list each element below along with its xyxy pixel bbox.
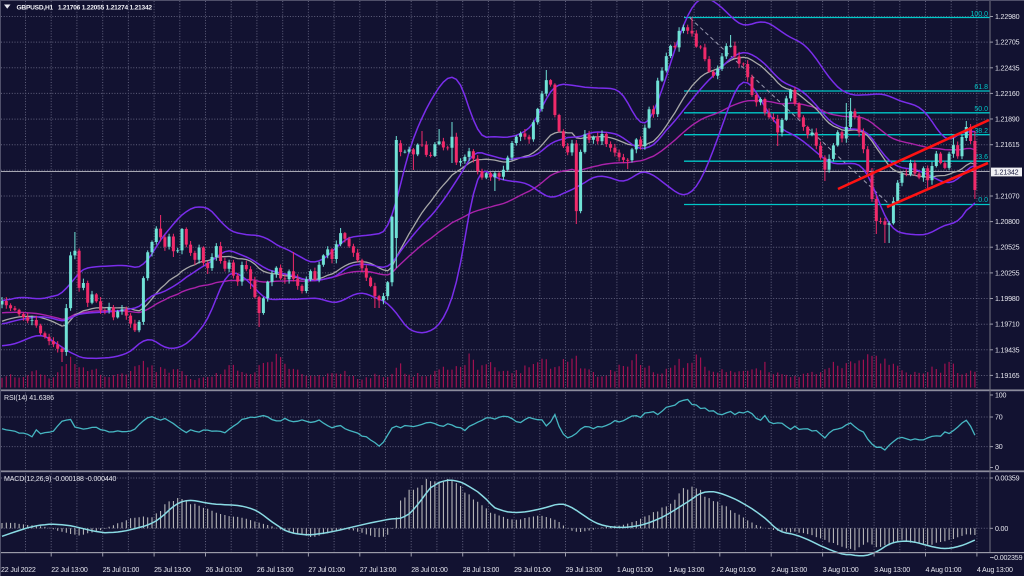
svg-text:1.19165: 1.19165 [995, 372, 1020, 380]
svg-text:1.22705: 1.22705 [995, 39, 1020, 47]
svg-text:27 Jul 01:00: 27 Jul 01:00 [308, 566, 345, 574]
svg-text:38.2: 38.2 [974, 128, 988, 135]
svg-text:-0.002359: -0.002359 [992, 554, 1023, 562]
svg-text:1.22160: 1.22160 [995, 90, 1020, 98]
svg-text:MACD(12,26,9) -0.000188 -0.000: MACD(12,26,9) -0.000188 -0.000440 [4, 476, 116, 483]
svg-text:1.21890: 1.21890 [995, 116, 1020, 124]
svg-text:RSI(14) 41.6386: RSI(14) 41.6386 [4, 395, 54, 402]
svg-text:22 Jul 2022: 22 Jul 2022 [1, 566, 36, 574]
svg-text:22 Jul 13:00: 22 Jul 13:00 [51, 566, 88, 574]
svg-text:1.20255: 1.20255 [995, 269, 1020, 277]
svg-text:1.21342: 1.21342 [994, 168, 1019, 176]
svg-text:26 Jul 01:00: 26 Jul 01:00 [206, 566, 243, 574]
svg-text:2 Aug 01:00: 2 Aug 01:00 [720, 566, 756, 574]
svg-text:28 Jul 01:00: 28 Jul 01:00 [411, 566, 448, 574]
svg-text:1 Aug 01:00: 1 Aug 01:00 [617, 566, 653, 574]
svg-text:1.22980: 1.22980 [995, 13, 1020, 21]
svg-text:30: 30 [995, 443, 1003, 451]
svg-text:1.21615: 1.21615 [995, 141, 1020, 149]
svg-text:28 Jul 13:00: 28 Jul 13:00 [463, 566, 500, 574]
svg-text:1.22435: 1.22435 [995, 64, 1020, 72]
svg-text:3 Aug 01:00: 3 Aug 01:00 [823, 566, 859, 574]
svg-text:0: 0 [995, 464, 999, 472]
svg-text:25 Jul 13:00: 25 Jul 13:00 [154, 566, 191, 574]
svg-text:1.19435: 1.19435 [995, 346, 1020, 354]
svg-text:23.6: 23.6 [974, 154, 988, 161]
svg-text:0.00359: 0.00359 [995, 475, 1020, 483]
svg-text:100: 100 [995, 392, 1007, 400]
svg-text:1.21070: 1.21070 [995, 193, 1020, 201]
svg-text:GBPUSD,H1 1.21706 1.22055 1.: GBPUSD,H1 1.21706 1.22055 1.21274 1.2134… [17, 5, 153, 12]
svg-text:100.0: 100.0 [970, 11, 988, 18]
svg-text:27 Jul 13:00: 27 Jul 13:00 [360, 566, 397, 574]
svg-text:1.20525: 1.20525 [995, 244, 1020, 252]
svg-text:61.8: 61.8 [974, 84, 988, 91]
svg-text:2 Aug 13:00: 2 Aug 13:00 [771, 566, 807, 574]
svg-text:3 Aug 13:00: 3 Aug 13:00 [874, 566, 910, 574]
svg-text:4 Aug 01:00: 4 Aug 01:00 [926, 566, 962, 574]
svg-text:29 Jul 13:00: 29 Jul 13:00 [566, 566, 603, 574]
svg-text:4 Aug 13:00: 4 Aug 13:00 [977, 566, 1013, 574]
svg-text:70: 70 [995, 414, 1003, 422]
svg-text:50.0: 50.0 [974, 106, 988, 113]
svg-text:1.19710: 1.19710 [995, 321, 1020, 329]
svg-text:0.0: 0.0 [978, 197, 988, 204]
svg-text:25 Jul 01:00: 25 Jul 01:00 [103, 566, 140, 574]
svg-text:29 Jul 01:00: 29 Jul 01:00 [514, 566, 551, 574]
svg-text:1.19980: 1.19980 [995, 295, 1020, 303]
svg-text:0.00: 0.00 [995, 525, 1008, 533]
svg-text:26 Jul 13:00: 26 Jul 13:00 [257, 566, 294, 574]
svg-text:1.20800: 1.20800 [995, 218, 1020, 226]
svg-text:1 Aug 13:00: 1 Aug 13:00 [668, 566, 704, 574]
